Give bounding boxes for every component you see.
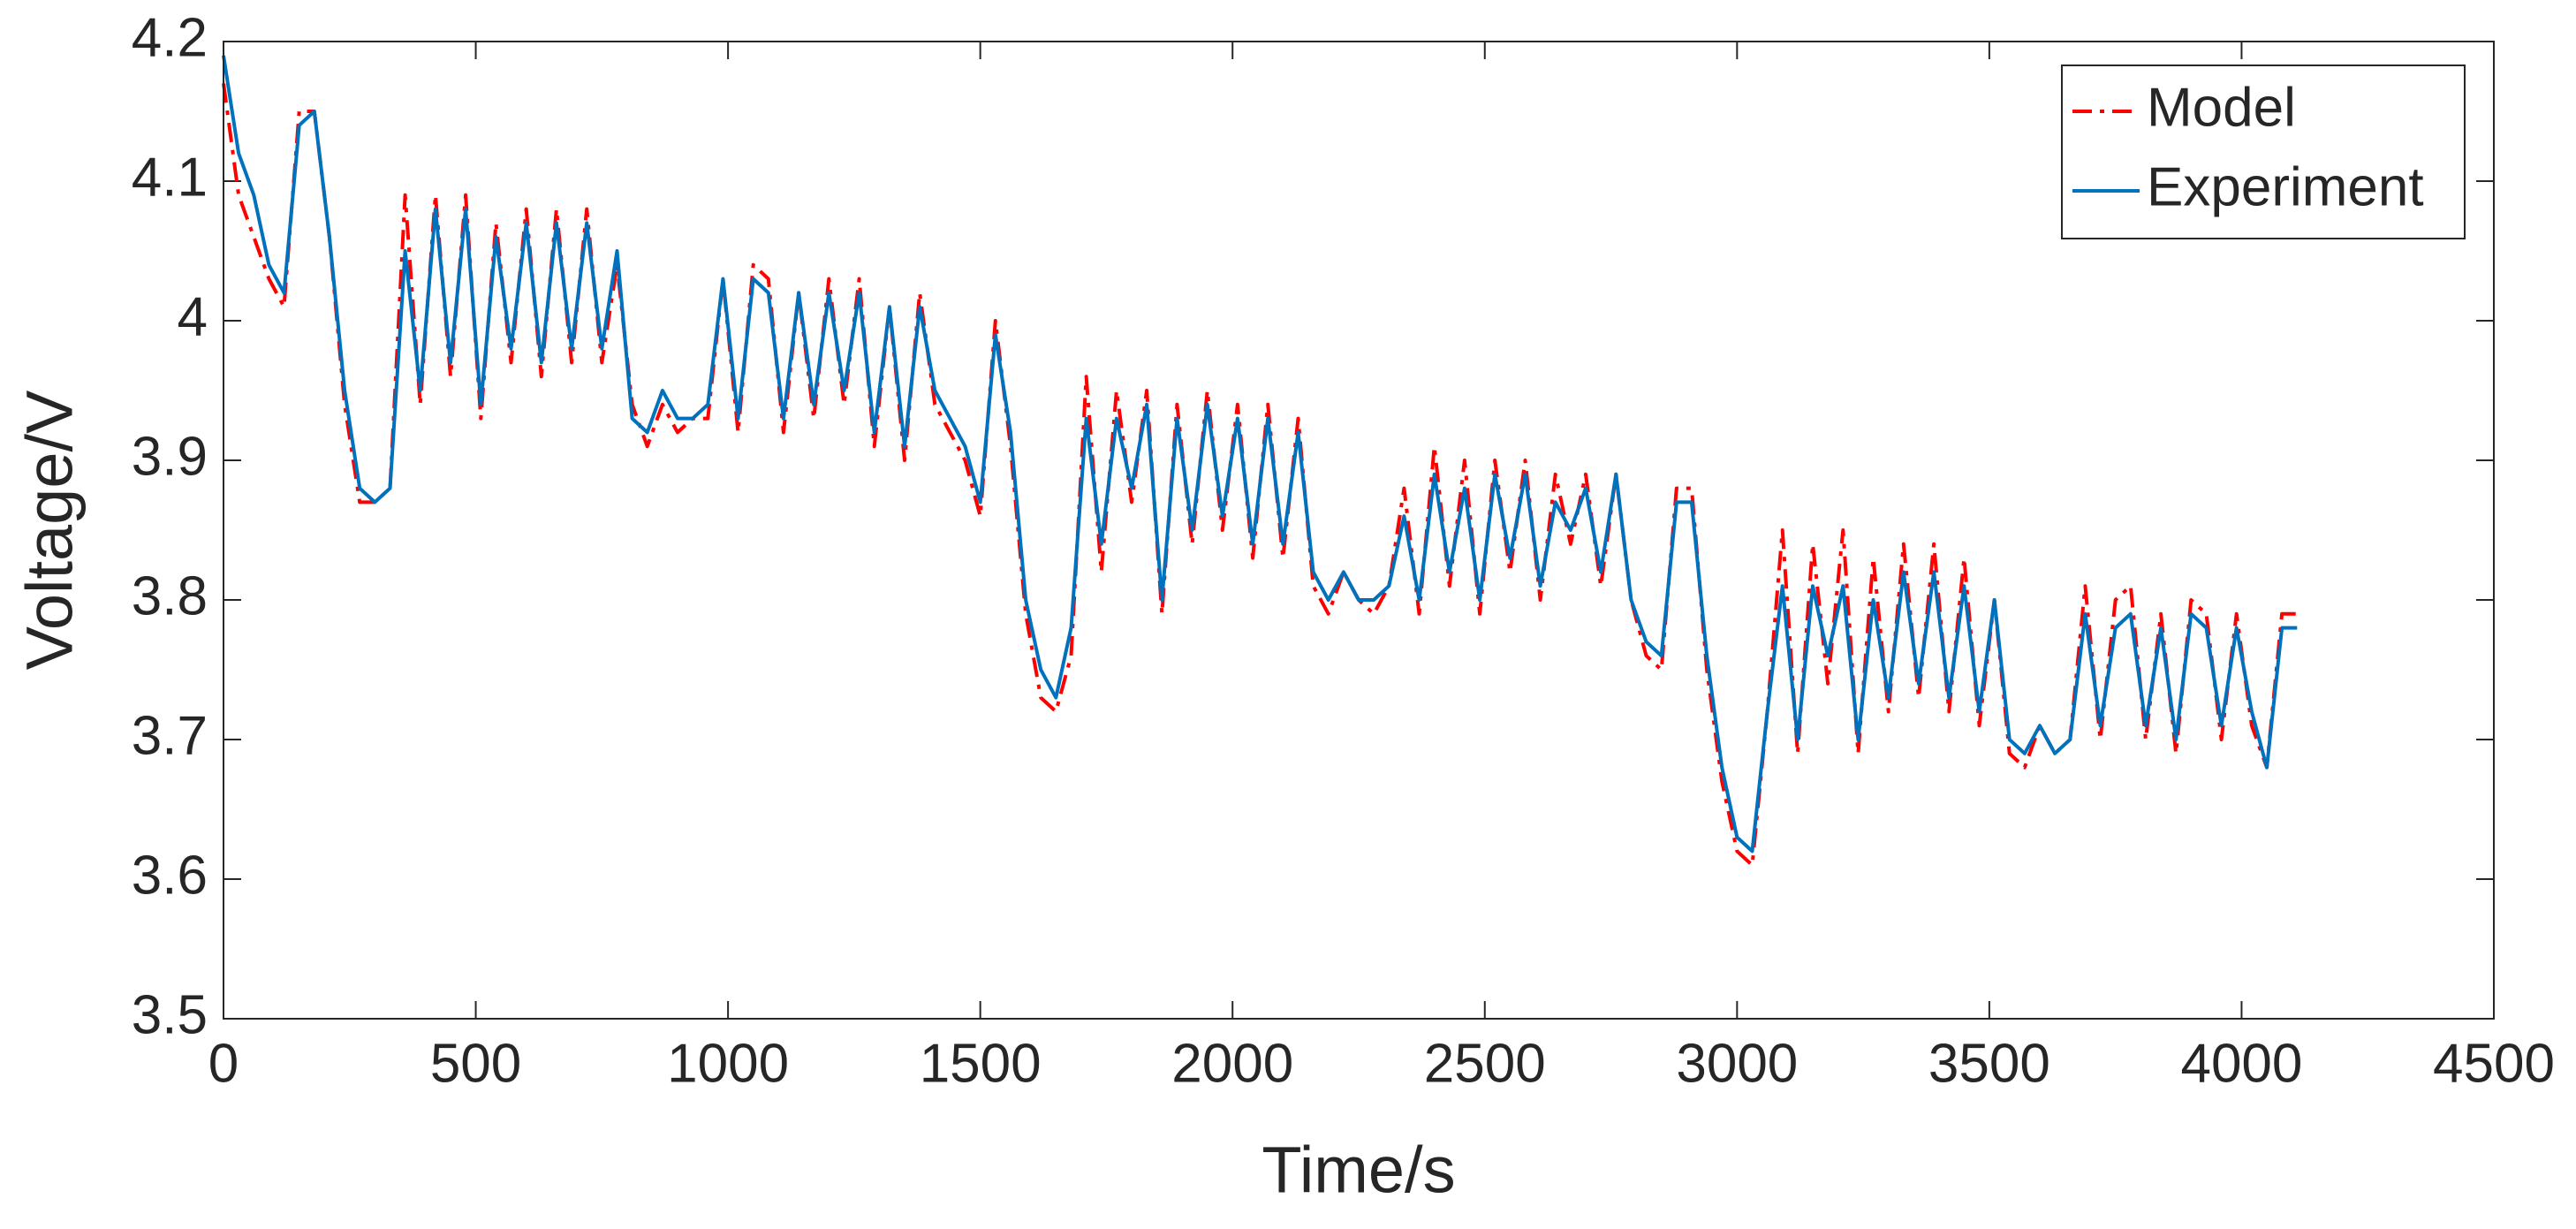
x-tick-label: 4000: [2180, 1033, 2302, 1094]
x-tick-label: 500: [430, 1033, 521, 1094]
plot-frame: [223, 41, 2495, 1020]
x-tick-label: 0: [208, 1033, 239, 1094]
x-axis-label: Time/s: [1261, 1134, 1455, 1207]
x-tick-label: 3500: [1928, 1033, 2050, 1094]
legend-box: [2061, 64, 2466, 239]
x-tick-label: 2000: [1171, 1033, 1293, 1094]
y-tick-label: 4.1: [132, 147, 208, 208]
x-tick-label: 4500: [2433, 1033, 2555, 1094]
x-tick-label: 2500: [1424, 1033, 1546, 1094]
y-tick-label: 3.9: [132, 426, 208, 487]
y-tick-label: 3.8: [132, 565, 208, 626]
y-tick-label: 3.6: [132, 845, 208, 906]
x-tick-label: 1000: [667, 1033, 789, 1094]
y-tick-label: 4.2: [132, 7, 208, 68]
y-tick-label: 3.7: [132, 705, 208, 766]
x-tick-label: 1500: [920, 1033, 1042, 1094]
y-tick-label: 3.5: [132, 984, 208, 1045]
y-axis-label: Voltage/V: [13, 390, 87, 670]
legend-label: Experiment: [2147, 156, 2424, 217]
series-line: [222, 55, 2298, 853]
legend-label: Model: [2147, 77, 2296, 138]
x-tick-label: 3000: [1676, 1033, 1798, 1094]
y-tick-label: 4: [178, 286, 208, 347]
